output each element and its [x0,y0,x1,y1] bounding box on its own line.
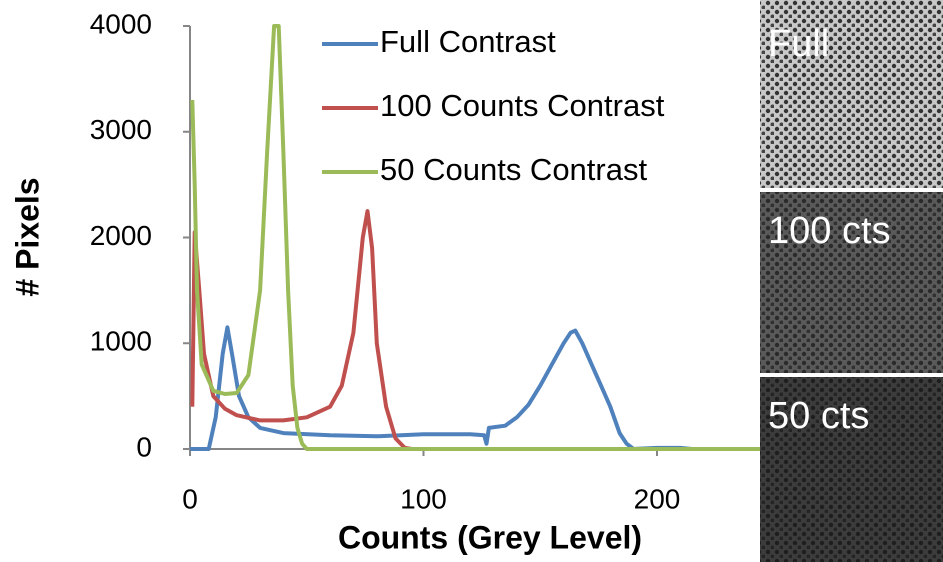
image [760,192,943,373]
x-axis-title: Counts (Grey Level) [338,519,642,555]
y-tick-label: 2000 [90,220,152,251]
y-axis-title: # Pixels [9,177,45,296]
legend-label: 100 Counts Contrast [380,88,665,123]
data-line [190,24,774,451]
data-line [190,325,774,451]
image [760,0,943,188]
legend-label: 50 Counts Contrast [380,152,647,187]
image-panel: Full 100 cts 50 cts [760,0,943,562]
x-tick-label: 100 [400,483,447,514]
legend-label: Full Contrast [380,24,556,59]
y-tick-label: 1000 [90,326,152,357]
y-tick-label: 4000 [90,8,152,39]
data-line [190,209,774,451]
image-label: 100 cts [768,210,891,252]
x-tick-label: 200 [634,483,681,514]
image-label: Full [768,23,829,65]
y-tick-label: 3000 [90,114,152,145]
plot-area: 0 1000 2000 3000 4000 0 100 200 [90,8,774,514]
image [760,377,943,562]
x-tick-label: 0 [182,483,198,514]
image-label: 50 cts [768,395,869,437]
y-tick-label: 0 [136,431,152,462]
